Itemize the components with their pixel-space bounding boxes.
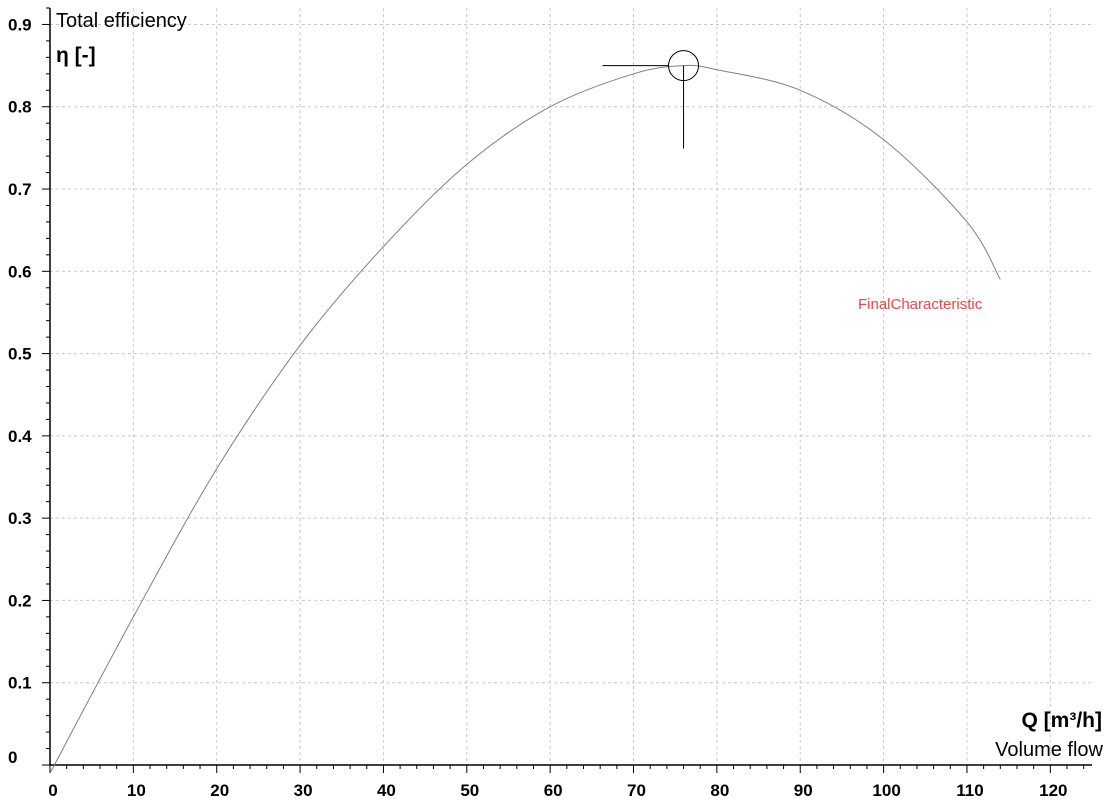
operating-point-marker <box>602 50 700 149</box>
y-tick-label: 0.2 <box>8 591 32 610</box>
x-tick-label: 100 <box>872 781 900 800</box>
y-tick-labels: 0 0.1 0.2 0.3 0.4 0.5 0.6 0.7 0.8 0.9 <box>8 15 32 767</box>
x-tick-label: 0 <box>48 781 57 800</box>
series-label-final-characteristic: FinalCharacteristic <box>858 296 983 313</box>
series-line-final-characteristic <box>49 64 1001 774</box>
y-axis-label: η [-] <box>56 44 96 67</box>
grid-lines <box>50 8 1092 765</box>
axis-ticks <box>42 7 1085 773</box>
y-tick-label: 0.1 <box>8 674 32 693</box>
y-tick-label: 0.4 <box>8 427 32 446</box>
chart-title: Total efficiency <box>56 10 187 32</box>
y-tick-label: 0.9 <box>8 15 32 34</box>
y-tick-label: 0.8 <box>8 98 32 117</box>
y-tick-label: 0 <box>8 748 17 767</box>
x-axis-unit-label: Q [m³/h] <box>1022 709 1102 732</box>
x-tick-label: 110 <box>956 781 983 800</box>
x-tick-label: 30 <box>294 781 313 800</box>
x-tick-label: 60 <box>544 781 563 800</box>
x-tick-label: 40 <box>377 781 396 800</box>
x-tick-label: 90 <box>794 781 813 800</box>
x-tick-label: 120 <box>1039 781 1067 800</box>
y-tick-label: 0.6 <box>8 262 32 281</box>
x-tick-label: 20 <box>210 781 229 800</box>
x-tick-label: 10 <box>127 781 146 800</box>
x-tick-label: 80 <box>710 781 729 800</box>
x-tick-label: 70 <box>627 781 646 800</box>
y-tick-label: 0.7 <box>8 180 32 199</box>
operating-point-circle <box>668 50 700 82</box>
x-axis-name-label: Volume flow <box>995 739 1103 761</box>
x-tick-labels: 0 10 20 30 40 50 60 70 80 90 100 110 120 <box>48 781 1067 800</box>
y-tick-label: 0.3 <box>8 509 32 528</box>
x-tick-label: 50 <box>460 781 479 800</box>
y-tick-label: 0.5 <box>8 345 32 364</box>
